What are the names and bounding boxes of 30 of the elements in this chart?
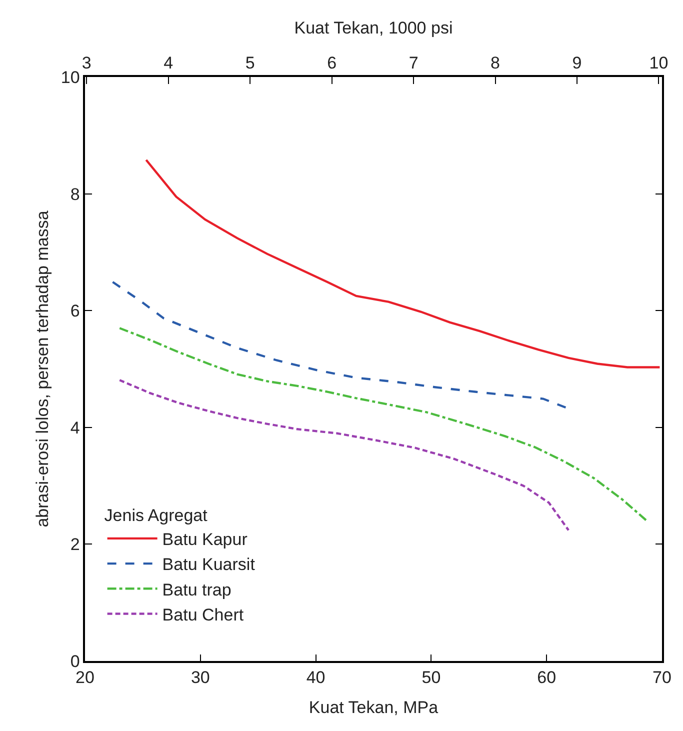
y-tick-label: 4 — [70, 418, 80, 438]
x-axis-title: Kuat Tekan, MPa — [308, 698, 439, 718]
y-tick-label: 2 — [70, 535, 80, 554]
x2-tick-label: 8 — [490, 53, 500, 72]
y-tick-label: 10 — [60, 68, 80, 87]
y-tick-label: 8 — [70, 184, 80, 204]
y-tick-label: 0 — [70, 652, 80, 671]
x2-axis-title: Kuat Tekan, 1000 psi — [294, 18, 453, 38]
x2-tick-label: 4 — [164, 53, 174, 72]
x-tick-label: 60 — [537, 668, 556, 688]
line-series — [112, 280, 568, 410]
legend-title: Jenis Agregat — [104, 506, 208, 525]
legend-label: Batu trap — [162, 580, 232, 600]
x-tick-label: 70 — [652, 668, 672, 688]
legend-label: Batu Chert — [162, 605, 244, 624]
line-series — [145, 158, 661, 368]
x-tick-label: 30 — [190, 668, 210, 688]
legend-label: Batu Kapur — [162, 530, 248, 550]
x2-tick-label: 7 — [408, 53, 418, 72]
x-tick-label: 40 — [306, 668, 326, 688]
legend-label: Batu Kuarsit — [162, 555, 256, 574]
x2-tick-label: 6 — [327, 53, 337, 72]
x2-tick-label: 9 — [572, 53, 582, 72]
x-tick-label: 50 — [422, 668, 441, 688]
y-tick-label: 6 — [70, 302, 80, 321]
y-axis-title: abrasi-erosi lolos, persen terhadap massa — [32, 210, 52, 528]
x2-tick-label: 10 — [649, 53, 668, 72]
x2-tick-label: 3 — [82, 53, 92, 72]
x2-tick-label: 5 — [245, 53, 255, 72]
x-tick-label: 20 — [76, 668, 94, 688]
